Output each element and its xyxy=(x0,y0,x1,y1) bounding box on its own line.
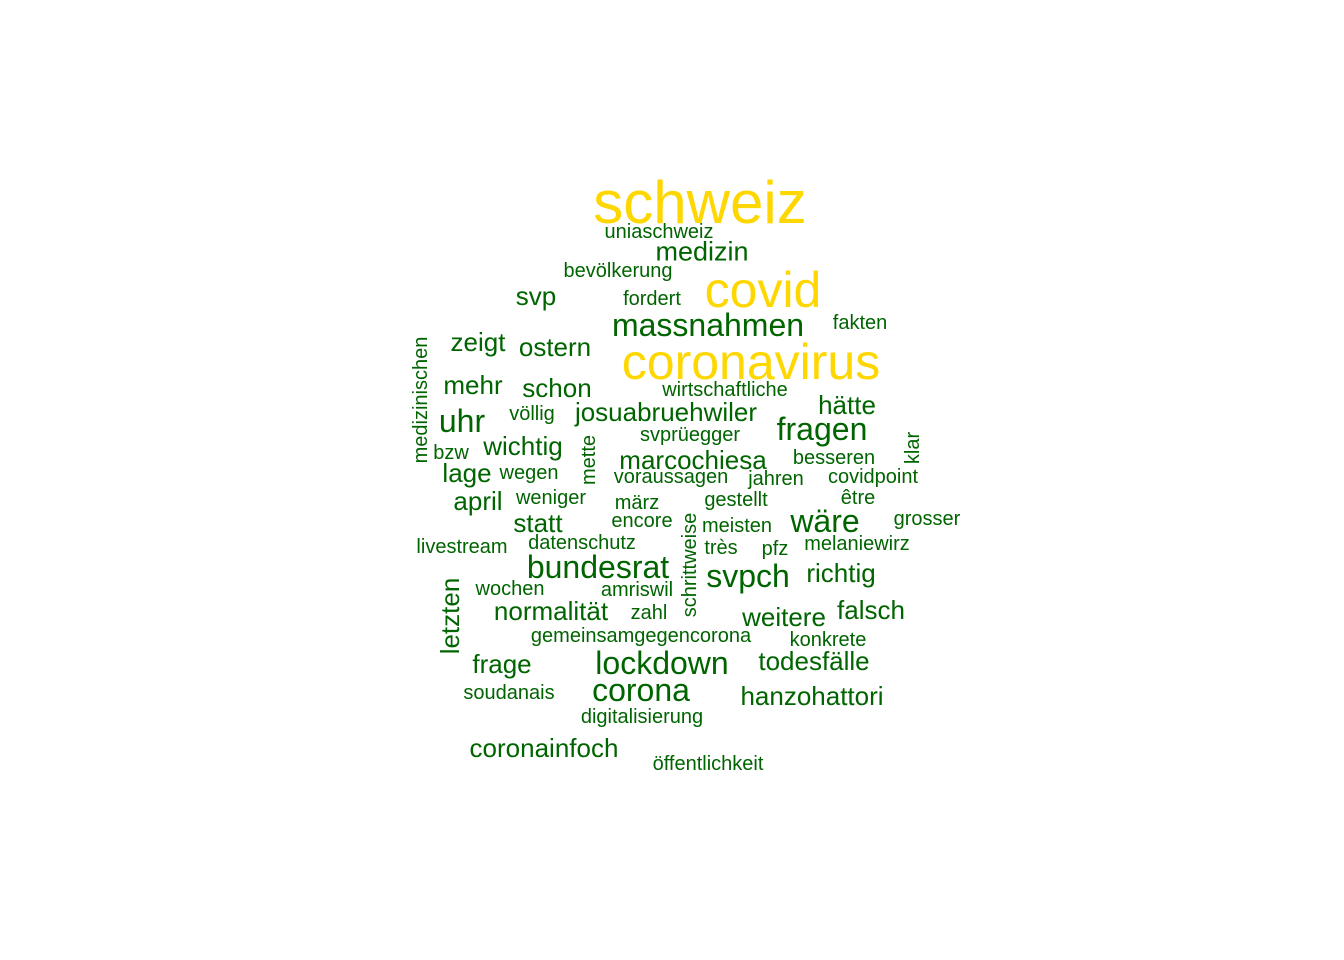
word-vollig: völlig xyxy=(509,403,555,425)
word-marcochiesa: marcochiesa xyxy=(619,445,767,475)
word-grosser: grosser xyxy=(893,508,961,530)
word-zahl: zahl xyxy=(630,602,668,624)
word-pfz: pfz xyxy=(761,538,789,560)
word-schon: schon xyxy=(522,373,592,403)
word-massnahmen: massnahmen xyxy=(611,307,805,343)
word-hatte: hätte xyxy=(818,390,876,420)
word-coronavirus: coronavirus xyxy=(621,334,881,390)
word-wegen: wegen xyxy=(499,462,559,484)
word-todesfalle: todesfälle xyxy=(758,646,870,676)
word-josuabruehwiler: josuabruehwiler xyxy=(574,397,758,427)
word-medizinischen: medizinischen xyxy=(410,336,432,464)
word-medizin: medizin xyxy=(655,236,749,267)
word-covid: covid xyxy=(704,262,822,318)
word-datenschutz: datenschutz xyxy=(528,532,636,554)
word-wochen: wochen xyxy=(475,578,545,600)
word-mehr: mehr xyxy=(443,370,503,400)
word-gemeinsamgegencorona: gemeinsamgegencorona xyxy=(530,625,752,647)
word-meisten: meisten xyxy=(701,515,773,537)
word-fordert: fordert xyxy=(623,288,681,310)
word-wichtig: wichtig xyxy=(483,431,563,461)
word-soudanais: soudanais xyxy=(463,682,555,704)
word-fakten: fakten xyxy=(832,312,888,334)
word-uhr: uhr xyxy=(438,403,486,439)
word-svpruegger: svprüegger xyxy=(639,424,741,446)
word-offentlichkeit: öffentlichkeit xyxy=(652,753,764,775)
word-tres: très xyxy=(704,537,738,559)
word-marz: märz xyxy=(614,492,660,514)
word-mette: mette xyxy=(578,434,600,486)
word-bevolkerung: bevölkerung xyxy=(563,260,673,282)
word-besseren: besseren xyxy=(792,447,876,469)
word-svp: svp xyxy=(515,281,557,311)
word-klar: klar xyxy=(902,431,924,465)
word-jahren: jahren xyxy=(748,468,804,490)
word-normalitat: normalität xyxy=(493,596,609,626)
word-weitere: weitere xyxy=(742,602,826,632)
word-lockdown: lockdown xyxy=(595,645,729,681)
word-letzten: letzten xyxy=(435,577,465,655)
word-weniger: weniger xyxy=(515,487,587,509)
word-fragen: fragen xyxy=(776,411,868,447)
word-statt: statt xyxy=(513,508,563,538)
word-konkrete: konkrete xyxy=(789,629,867,651)
word-digitalisierung: digitalisierung xyxy=(580,706,704,728)
word-uniaschweiz: uniaschweiz xyxy=(604,221,714,243)
word-bundesrat: bundesrat xyxy=(526,549,670,585)
word-hanzohattori: hanzohattori xyxy=(740,681,884,711)
word-schrittweise: schrittweise xyxy=(679,512,701,618)
word-melaniewirz: melaniewirz xyxy=(804,533,910,555)
word-coronainfoch: coronainfoch xyxy=(469,733,619,763)
word-frage: frage xyxy=(472,649,532,679)
word-ware: wäre xyxy=(790,503,860,539)
word-encore: encore xyxy=(611,510,673,532)
word-covidpoint: covidpoint xyxy=(827,466,919,488)
word-wirtschaftliche: wirtschaftliche xyxy=(662,379,788,401)
word-april: april xyxy=(453,486,503,516)
word-livestream: livestream xyxy=(416,536,508,558)
word-etre: être xyxy=(840,487,876,509)
word-svpch: svpch xyxy=(706,558,790,594)
word-lage: lage xyxy=(442,458,492,488)
word-amriswil: amriswil xyxy=(600,579,674,601)
word-zeigt: zeigt xyxy=(450,327,506,357)
word-bzw: bzw xyxy=(433,442,469,464)
word-schweiz: schweiz xyxy=(593,169,807,236)
word-falsch: falsch xyxy=(837,595,905,625)
word-gestellt: gestellt xyxy=(704,489,768,511)
word-ostern: ostern xyxy=(518,332,592,362)
word-voraussagen: voraussagen xyxy=(613,466,729,488)
word-corona: corona xyxy=(592,672,690,708)
word-richtig: richtig xyxy=(806,558,876,588)
